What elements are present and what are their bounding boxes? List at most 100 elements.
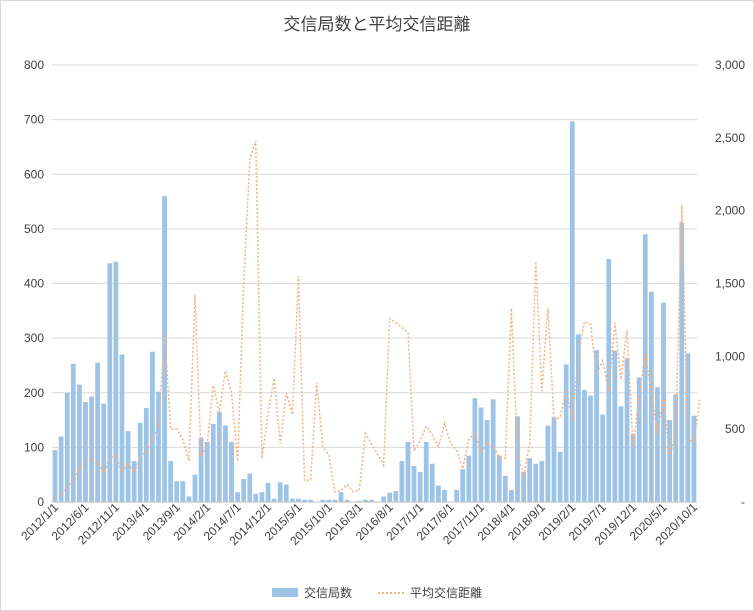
bar <box>70 363 76 502</box>
bar <box>648 291 654 502</box>
x-axis-ticks: 2012/1/12012/6/12012/11/12013/4/12013/9/… <box>18 500 700 548</box>
right-tick-label: 3,000 <box>715 58 745 72</box>
bar <box>502 475 508 502</box>
bar <box>89 396 94 502</box>
bar <box>527 458 533 502</box>
bar <box>667 420 672 502</box>
bar <box>509 489 514 502</box>
legend-label-line: 平均交信距離 <box>410 586 483 600</box>
bar <box>356 500 362 502</box>
left-tick-label: 600 <box>24 167 44 181</box>
bar <box>137 422 143 502</box>
bar <box>369 499 374 502</box>
bar <box>241 479 247 502</box>
bar <box>302 499 307 502</box>
bar <box>162 196 167 502</box>
left-tick-label: 400 <box>24 277 44 291</box>
bar <box>265 482 271 502</box>
bar <box>557 451 563 502</box>
bar <box>393 491 399 502</box>
bar <box>113 261 119 502</box>
left-tick-label: 300 <box>24 331 44 345</box>
bar <box>460 469 466 502</box>
left-tick-label: 500 <box>24 222 44 236</box>
bar <box>655 387 660 502</box>
bar <box>107 263 113 502</box>
bar <box>344 499 350 502</box>
bar <box>399 461 405 502</box>
bar <box>216 411 222 502</box>
bar <box>156 391 161 502</box>
chart-title: 交信局数と平均交信距離 <box>283 15 471 35</box>
bar <box>381 496 387 502</box>
left-axis-ticks: 0 100 200 300 400 500 600 700 800 <box>24 58 44 509</box>
bar <box>289 498 295 502</box>
bar <box>575 334 581 502</box>
bar <box>563 364 569 502</box>
bar <box>229 441 234 502</box>
bar <box>588 395 593 502</box>
bar <box>125 430 131 502</box>
bar-series <box>52 121 697 503</box>
right-axis-ticks: - 500 1,000 1,500 2,000 2,500 3,000 <box>715 58 745 509</box>
bar <box>600 414 606 502</box>
left-tick-label: 200 <box>24 386 44 400</box>
right-tick-label: 500 <box>725 422 745 436</box>
bar <box>95 362 101 502</box>
bar <box>484 420 490 502</box>
bar <box>210 423 216 502</box>
bar <box>594 350 599 502</box>
bar <box>387 492 393 502</box>
bar <box>417 471 423 502</box>
bar <box>101 403 107 502</box>
bar <box>673 394 679 502</box>
bar <box>606 258 612 502</box>
bar <box>521 471 526 502</box>
right-tick-label: - <box>741 495 745 509</box>
bar <box>515 416 520 502</box>
bar <box>490 399 496 502</box>
left-tick-label: 800 <box>24 58 44 72</box>
legend-swatch-line <box>378 591 404 594</box>
line-series <box>54 140 701 499</box>
bar <box>150 351 155 502</box>
bar <box>204 441 210 502</box>
bar <box>271 498 277 502</box>
right-tick-label: 1,000 <box>715 349 745 363</box>
bar <box>247 473 253 502</box>
bar <box>283 484 289 502</box>
bar <box>277 482 283 502</box>
gridlines <box>52 64 697 448</box>
bar <box>52 450 58 502</box>
bar <box>442 489 447 502</box>
bar <box>198 437 204 502</box>
left-tick-label: 100 <box>24 440 44 454</box>
legend-swatch-bar <box>271 588 298 597</box>
bar <box>296 498 301 502</box>
bar <box>551 417 557 502</box>
bar <box>320 499 326 502</box>
bar <box>405 441 411 502</box>
bar <box>612 350 618 502</box>
bar <box>630 433 636 502</box>
bar <box>83 402 88 502</box>
right-tick-label: 2,000 <box>715 204 745 218</box>
bar <box>618 406 624 502</box>
bar <box>235 492 240 502</box>
bar <box>472 398 478 502</box>
bar <box>338 492 344 502</box>
bar <box>326 499 332 502</box>
bar <box>174 481 180 502</box>
bar <box>691 415 697 502</box>
legend-item-line: 平均交信距離 <box>378 584 482 601</box>
bar <box>496 455 502 502</box>
bar <box>636 377 642 502</box>
bar <box>180 481 186 502</box>
bar <box>64 392 70 502</box>
legend-label-bar: 交信局数 <box>303 586 352 600</box>
bar <box>308 499 313 502</box>
bar <box>582 390 587 502</box>
left-tick-label: 700 <box>24 113 44 127</box>
